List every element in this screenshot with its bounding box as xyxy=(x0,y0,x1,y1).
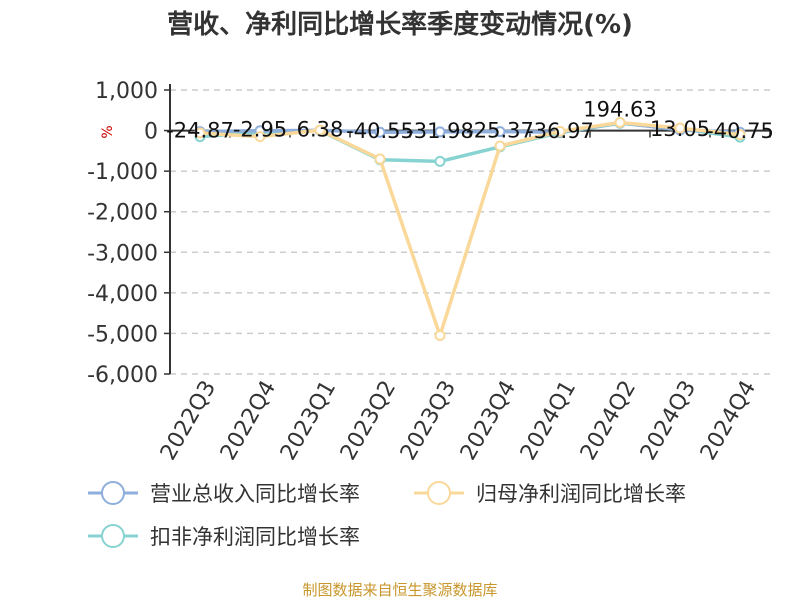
x-tick-label: 2023Q4 xyxy=(456,377,521,465)
y-tick-label: -5,000 xyxy=(87,322,158,347)
legend-marker xyxy=(427,481,451,505)
x-tick-label: 2024Q2 xyxy=(576,377,641,465)
x-tick-label: 2022Q3 xyxy=(156,377,221,465)
y-tick-label: 0 xyxy=(144,120,158,145)
y-unit-label: % xyxy=(100,125,116,138)
data-label: -2.95 xyxy=(233,118,287,142)
y-tick-label: -3,000 xyxy=(87,241,158,266)
data-label: -25.37 xyxy=(466,119,534,143)
y-tick-label: -2,000 xyxy=(87,201,158,226)
data-label: -40.55 xyxy=(346,119,414,143)
data-point[interactable] xyxy=(434,155,446,167)
legend-item[interactable]: 营业总收入同比增长率 xyxy=(88,481,360,506)
legend-label: 扣非净利润同比增长率 xyxy=(150,525,360,549)
x-tick-label: 2023Q3 xyxy=(396,377,461,465)
legend-item[interactable]: 归母净利润同比增长率 xyxy=(414,481,686,506)
data-label: 194.63 xyxy=(583,98,656,122)
series-lines xyxy=(194,116,746,341)
data-point[interactable] xyxy=(194,127,206,139)
data-label: -36.97 xyxy=(526,119,594,143)
legend-marker xyxy=(101,524,125,548)
y-tick-label: -1,000 xyxy=(87,160,158,185)
data-point[interactable] xyxy=(734,129,746,141)
x-tick-label: 2022Q4 xyxy=(216,377,281,465)
x-tick-label: 2024Q3 xyxy=(636,377,701,465)
data-point[interactable] xyxy=(374,153,386,165)
data-label: 6.38 xyxy=(297,117,344,141)
data-label: 13.05 xyxy=(650,117,710,141)
data-point[interactable] xyxy=(494,140,506,152)
legend-label: 营业总收入同比增长率 xyxy=(150,482,360,506)
grid-lines xyxy=(170,89,770,375)
data-point[interactable] xyxy=(494,126,506,138)
data-point[interactable] xyxy=(674,122,686,134)
data-label: -31.98 xyxy=(406,119,474,143)
x-tick-label: 2023Q2 xyxy=(336,377,401,465)
y-tick-label: -4,000 xyxy=(87,282,158,307)
source-note: 制图数据来自恒生聚源数据库 xyxy=(302,581,497,599)
x-tick-label: 2024Q1 xyxy=(516,377,581,465)
data-point[interactable] xyxy=(254,131,266,143)
data-label: -40.75 xyxy=(706,119,774,143)
x-tick-labels: 2022Q32022Q42023Q12023Q22023Q32023Q42024… xyxy=(156,377,761,465)
data-point[interactable] xyxy=(554,125,566,137)
y-tick-labels: 1,000 0 -1,000 -2,000 -3,000 -4,000 -5,000 -6,0… xyxy=(87,79,158,388)
legend-label: 归母净利润同比增长率 xyxy=(476,482,686,506)
data-point[interactable] xyxy=(614,116,626,128)
legend-marker xyxy=(101,481,125,505)
data-point[interactable] xyxy=(434,329,446,341)
series-line xyxy=(199,120,741,338)
chart-title: 营收、净利同比增长率季度变动情况(%) xyxy=(167,9,633,40)
y-tick-label: -6,000 xyxy=(87,363,158,388)
data-point[interactable] xyxy=(374,126,386,138)
data-point[interactable] xyxy=(434,126,446,138)
legend-item[interactable]: 扣非净利润同比增长率 xyxy=(88,524,360,549)
y-tick-label: 1,000 xyxy=(95,79,158,104)
x-tick-label: 2024Q4 xyxy=(696,377,761,465)
data-label: -24.87 xyxy=(166,119,234,143)
data-point[interactable] xyxy=(314,124,326,136)
data-labels: -24.87-2.95 6.38 -40.55-31.98-25.37-36.971… xyxy=(166,98,774,144)
x-tick-label: 2023Q1 xyxy=(276,377,341,465)
